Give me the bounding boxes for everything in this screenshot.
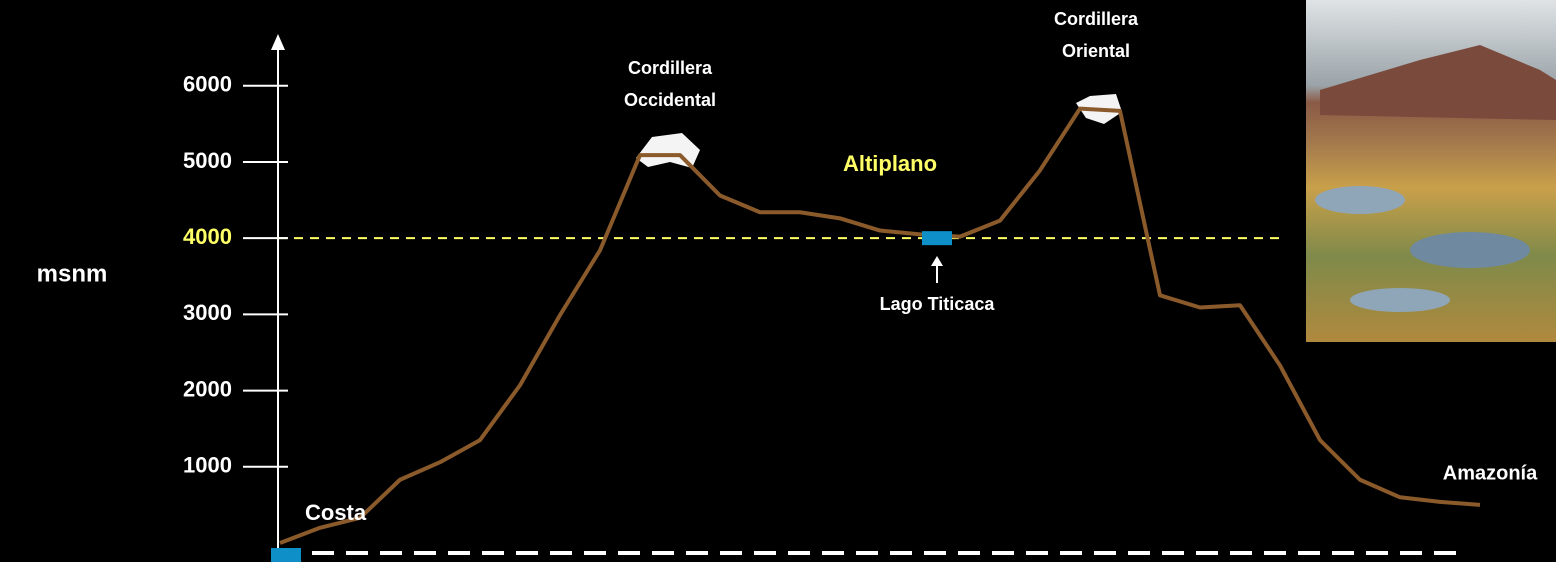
annotation: Altiplano: [843, 151, 937, 176]
annotation: Lago Titicaca: [880, 294, 996, 314]
arrow-head: [931, 256, 943, 266]
y-axis-label: msnm: [37, 260, 108, 287]
annotation: Occidental: [624, 90, 716, 110]
marker: [922, 231, 952, 245]
chart: msnm 1000 2000 3000 4000 5000 6000 Costa Cord…: [0, 0, 1556, 562]
y-tick-label: 3000: [183, 300, 232, 325]
annotation: Costa: [305, 500, 367, 525]
y-tick-label: 6000: [183, 72, 232, 97]
y-tick-label: 5000: [183, 148, 232, 173]
annotation: Oriental: [1062, 41, 1130, 61]
annotation: Cordillera: [628, 58, 713, 78]
photo: [1306, 0, 1556, 342]
y-tick-label: 2000: [183, 376, 232, 401]
marker: [271, 548, 301, 562]
y-tick-label: 1000: [183, 453, 232, 478]
annotation: Amazonía: [1443, 462, 1538, 484]
axis-arrow: [271, 34, 285, 50]
y-tick-label: 4000: [183, 224, 232, 249]
annotation: Cordillera: [1054, 9, 1139, 29]
